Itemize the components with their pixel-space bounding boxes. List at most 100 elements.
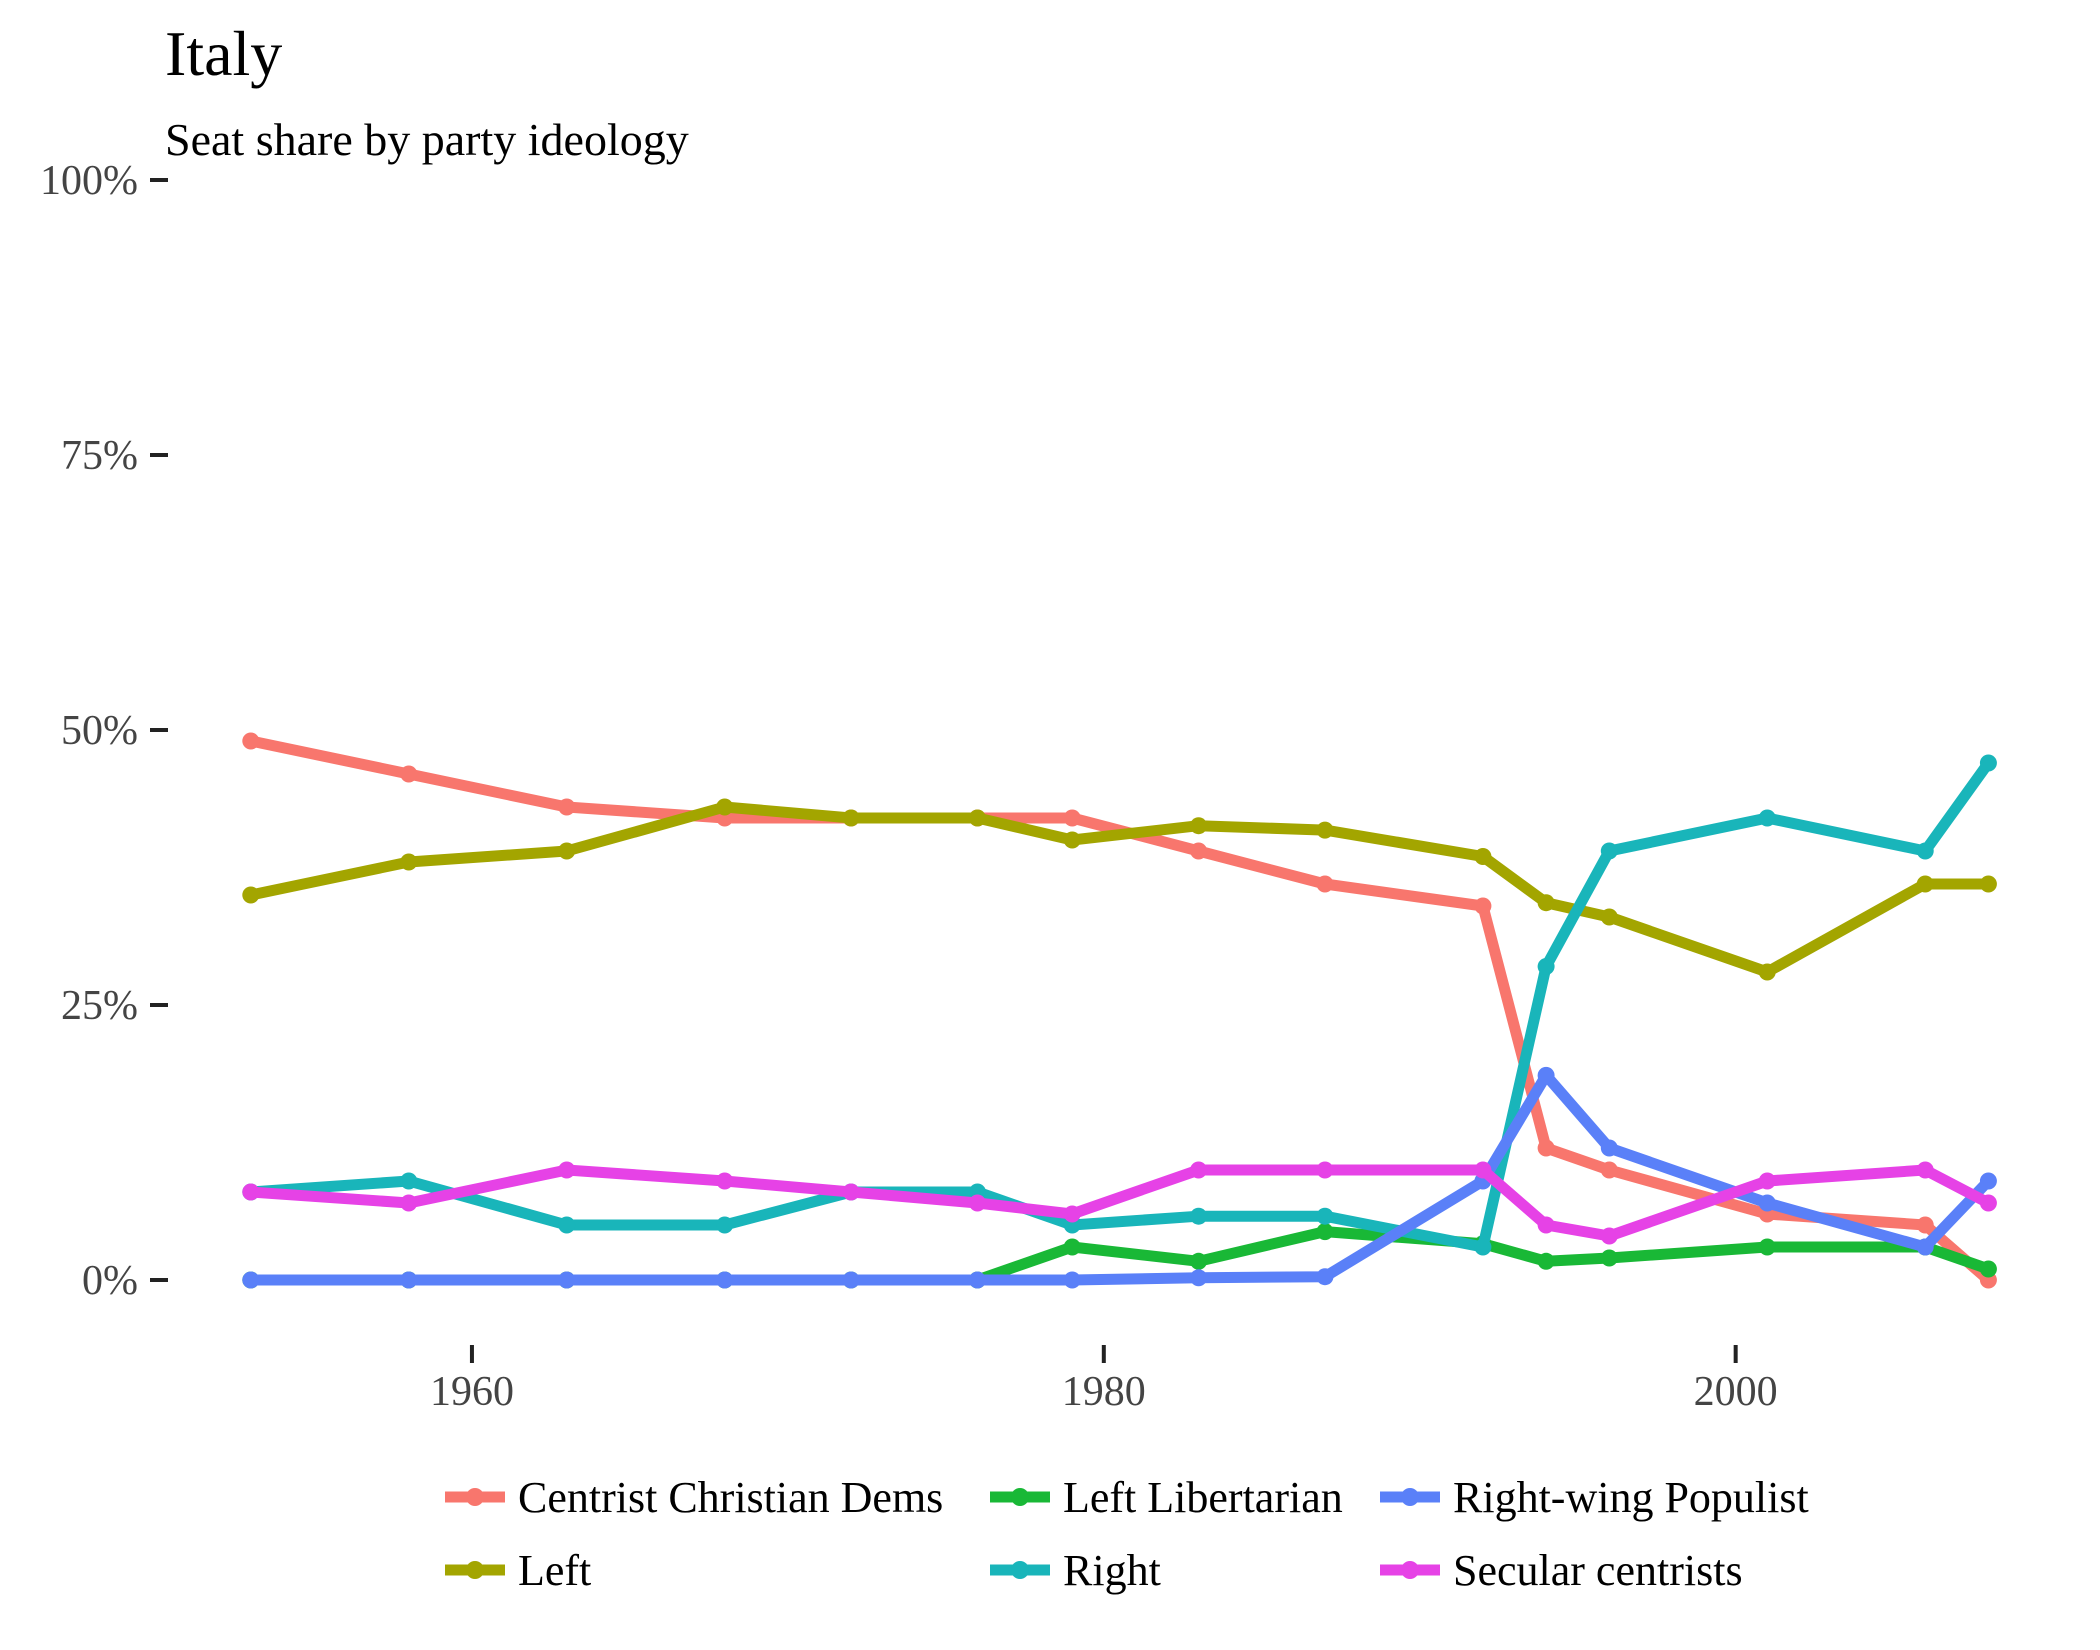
data-point <box>1979 1172 1997 1190</box>
x-tick-label: 1980 <box>1062 1369 1146 1415</box>
data-point <box>1190 817 1208 835</box>
series-line <box>245 1226 1994 1286</box>
data-point <box>1063 1238 1081 1256</box>
legend-key-point <box>1401 1561 1419 1579</box>
data-point <box>1063 1205 1081 1223</box>
data-point <box>1916 842 1934 860</box>
legend-item: Secular centrists <box>1380 1546 1743 1595</box>
data-point <box>716 798 734 816</box>
data-point <box>558 1216 576 1234</box>
data-point <box>1758 809 1776 827</box>
data-point <box>1758 963 1776 981</box>
data-point <box>1063 1271 1081 1289</box>
data-point <box>1537 894 1555 912</box>
x-axis: 1960 1980 2000 <box>430 1345 1778 1415</box>
data-point <box>1600 908 1618 926</box>
data-point <box>242 732 260 750</box>
data-point <box>1916 875 1934 893</box>
y-tick-label: 100% <box>40 158 138 204</box>
data-point <box>242 886 260 904</box>
data-point <box>1537 1066 1555 1084</box>
data-point <box>1190 1207 1208 1225</box>
data-point <box>400 853 418 871</box>
data-point <box>842 809 860 827</box>
data-point <box>1316 1223 1334 1241</box>
data-point <box>1316 875 1334 893</box>
legend-item: Right-wing Populist <box>1380 1473 1809 1522</box>
data-point <box>842 1183 860 1201</box>
data-point <box>1979 754 1997 772</box>
data-point <box>1190 1269 1208 1287</box>
data-point <box>1758 1172 1776 1190</box>
legend: Centrist Christian Dems Left Libertarian R… <box>445 1473 1809 1595</box>
data-point <box>1758 1194 1776 1212</box>
data-point <box>716 1172 734 1190</box>
data-point <box>1474 1238 1492 1256</box>
data-point <box>968 1271 986 1289</box>
data-point <box>968 809 986 827</box>
data-point <box>1537 1139 1555 1157</box>
legend-item: Centrist Christian Dems <box>445 1473 943 1522</box>
data-point <box>1600 1139 1618 1157</box>
data-point <box>1474 897 1492 915</box>
chart-subtitle: Seat share by party ideology <box>165 114 689 165</box>
data-point <box>400 1172 418 1190</box>
legend-key-point <box>1011 1488 1029 1506</box>
data-point <box>1916 1216 1934 1234</box>
data-point <box>1537 1252 1555 1270</box>
data-point <box>1979 1260 1997 1278</box>
legend-key-point <box>466 1561 484 1579</box>
data-point <box>242 1183 260 1201</box>
y-tick-label: 75% <box>61 433 138 479</box>
y-tick-label: 25% <box>61 983 138 1029</box>
legend-item: Left Libertarian <box>990 1473 1343 1522</box>
data-point <box>1600 842 1618 860</box>
data-point <box>716 1216 734 1234</box>
data-point <box>1063 831 1081 849</box>
legend-label: Left <box>518 1546 591 1595</box>
data-point <box>1316 821 1334 839</box>
data-point <box>968 1194 986 1212</box>
data-point <box>1600 1249 1618 1267</box>
legend-item: Right <box>990 1546 1161 1595</box>
data-point <box>1537 1216 1555 1234</box>
data-point <box>558 1271 576 1289</box>
data-point <box>1316 1161 1334 1179</box>
data-point <box>1190 1161 1208 1179</box>
data-point <box>1063 809 1081 827</box>
data-point <box>1537 958 1555 975</box>
data-point <box>842 1271 860 1289</box>
data-point <box>242 1271 260 1289</box>
series-right-wing-populist <box>242 1066 1997 1289</box>
legend-label: Right <box>1063 1546 1161 1595</box>
chart-title: Italy <box>165 18 282 89</box>
y-axis: 0% 25% 50% 75% 100% <box>40 158 168 1304</box>
data-point <box>400 1271 418 1289</box>
data-point <box>1916 1161 1934 1179</box>
series-secular-centrists <box>242 1161 1997 1245</box>
data-point <box>1600 1227 1618 1245</box>
legend-label: Right-wing Populist <box>1453 1473 1809 1522</box>
x-tick-label: 2000 <box>1694 1369 1778 1415</box>
series-left <box>242 798 1997 981</box>
data-point <box>1916 1238 1934 1256</box>
data-point <box>1600 1161 1618 1179</box>
data-point <box>1758 1238 1776 1256</box>
legend-label: Centrist Christian Dems <box>518 1473 943 1522</box>
y-tick-label: 0% <box>82 1258 138 1304</box>
legend-key-point <box>466 1488 484 1506</box>
legend-item: Left <box>445 1546 591 1595</box>
data-point <box>1190 842 1208 860</box>
data-point <box>1474 848 1492 865</box>
data-point <box>1979 875 1997 893</box>
y-tick-label: 50% <box>61 708 138 754</box>
x-tick-label: 1960 <box>430 1369 514 1415</box>
data-point <box>1190 1252 1208 1270</box>
legend-label: Secular centrists <box>1453 1546 1743 1595</box>
data-point <box>400 1194 418 1212</box>
legend-label: Left Libertarian <box>1063 1473 1343 1522</box>
data-point <box>558 1161 576 1179</box>
data-point <box>400 765 418 783</box>
data-point <box>558 798 576 816</box>
